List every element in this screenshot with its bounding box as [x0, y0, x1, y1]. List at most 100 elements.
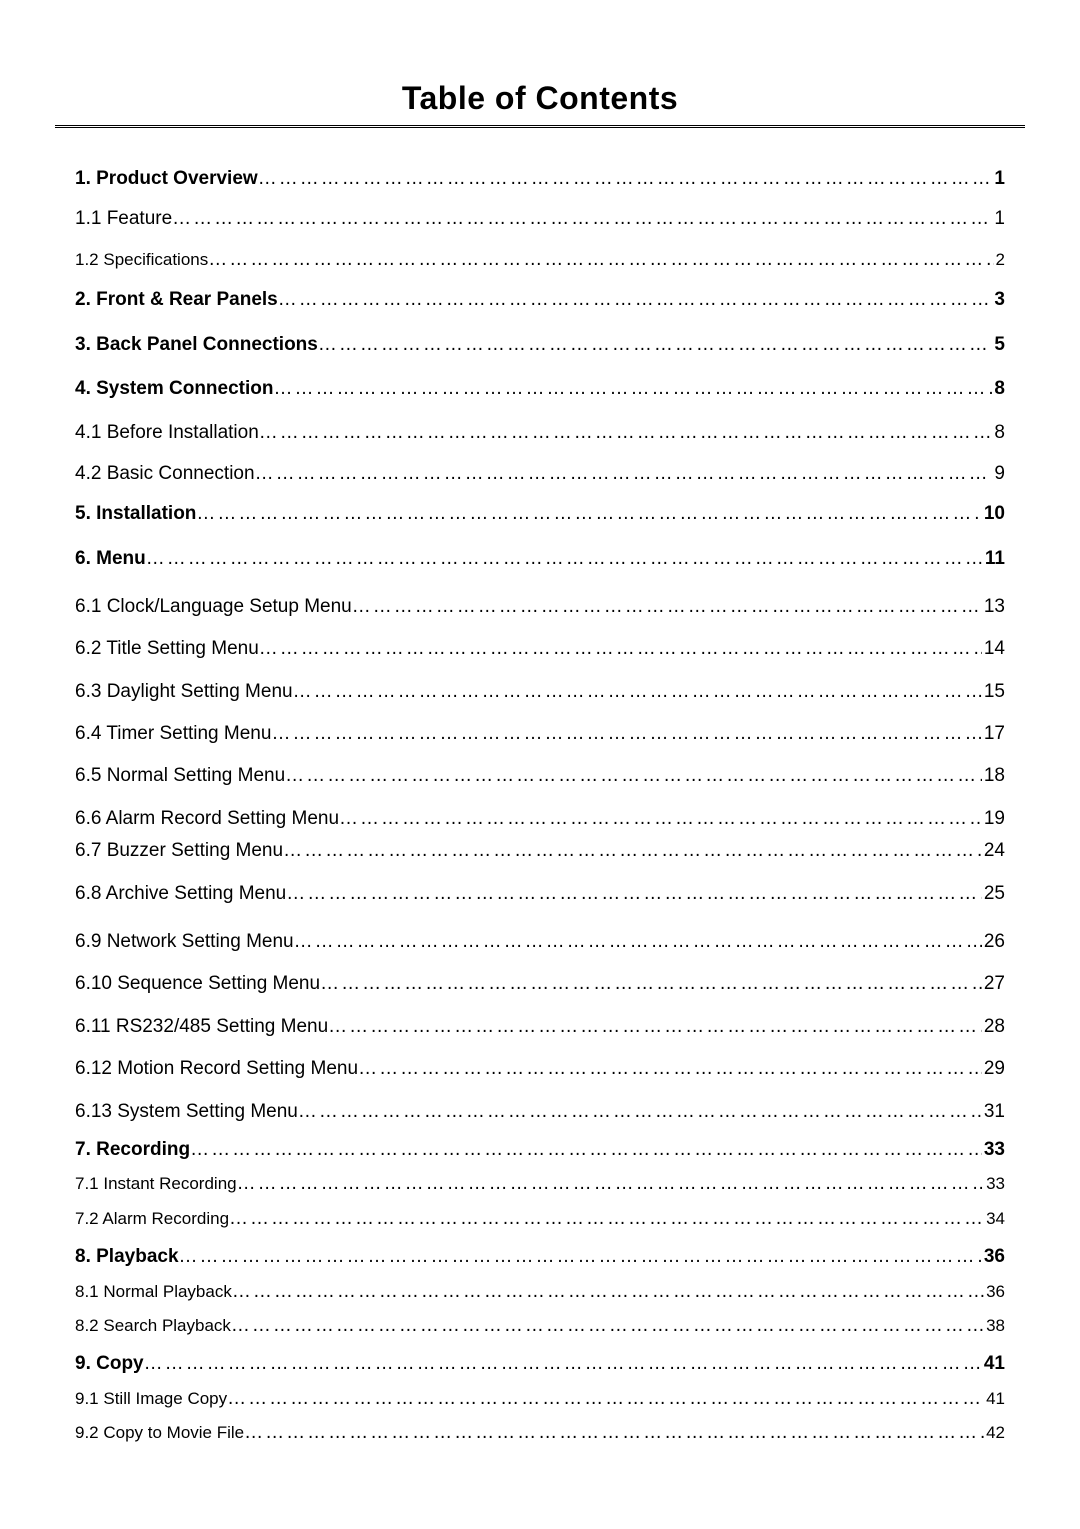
toc-leader	[231, 1311, 984, 1341]
toc-row: 6.9 Network Setting Menu 26	[75, 927, 1005, 957]
toc-label: 9.1 Still Image Copy	[75, 1385, 227, 1412]
toc-leader	[190, 1135, 982, 1165]
toc-row: 6.7 Buzzer Setting Menu24	[75, 836, 1005, 866]
toc-leader	[320, 969, 982, 999]
toc-page-number: 41	[982, 1349, 1005, 1379]
toc-leader	[328, 1012, 982, 1042]
toc-row: 1. Product Overview1	[75, 164, 1005, 194]
toc-leader	[293, 677, 982, 707]
toc-page-number: 9	[992, 459, 1005, 489]
toc-leader	[274, 374, 993, 404]
toc-label: 7. Recording	[75, 1135, 190, 1165]
toc-leader	[339, 804, 982, 834]
toc-label: 1.2 Specifications	[75, 246, 208, 273]
toc-page-number: 10	[982, 499, 1005, 529]
toc-page-number: 18	[982, 761, 1005, 791]
toc-leader	[283, 836, 982, 866]
toc-label: 6.9 Network Setting Menu	[75, 927, 294, 957]
toc-leader	[229, 1204, 984, 1234]
toc-label: 6.8 Archive Setting Menu	[75, 879, 286, 909]
toc-row: 5. Installation 10	[75, 499, 1005, 529]
toc-page-number: 25	[982, 879, 1005, 909]
toc-leader	[285, 761, 982, 791]
toc-page-number: 28	[982, 1012, 1005, 1042]
toc-label: 5. Installation	[75, 499, 196, 529]
toc-page-number: 14	[982, 634, 1005, 664]
toc-page-number: 15	[982, 677, 1005, 707]
toc-row: 6.13 System Setting Menu31	[75, 1097, 1005, 1127]
toc-page-number: 17	[982, 719, 1005, 749]
toc-page-number: 41	[984, 1385, 1005, 1412]
toc-row: 9. Copy 41	[75, 1349, 1005, 1379]
toc-row: 6.11 RS232/485 Setting Menu 28	[75, 1012, 1005, 1042]
toc-label: 1. Product Overview	[75, 164, 258, 194]
toc-row: 8.2 Search Playback38	[75, 1311, 1005, 1341]
toc-leader	[286, 879, 982, 909]
toc-row: 8. Playback36	[75, 1242, 1005, 1272]
toc-page-number: 3	[992, 285, 1005, 315]
toc-leader	[255, 459, 993, 489]
toc-label: 6.3 Daylight Setting Menu	[75, 677, 293, 707]
toc-row: 7.2 Alarm Recording34	[75, 1204, 1005, 1234]
toc-row: 6.5 Normal Setting Menu 18	[75, 761, 1005, 791]
toc-label: 6.12 Motion Record Setting Menu	[75, 1054, 358, 1084]
toc-label: 3. Back Panel Connections	[75, 330, 318, 360]
toc-row: 9.2 Copy to Movie File42	[75, 1418, 1005, 1448]
title-rule	[55, 125, 1025, 128]
toc-row: 2. Front & Rear Panels 3	[75, 285, 1005, 315]
toc-leader	[259, 634, 982, 664]
toc-row: 1.2 Specifications2	[75, 245, 1005, 275]
toc-label: 2. Front & Rear Panels	[75, 285, 278, 315]
toc-leader	[294, 927, 982, 957]
toc-leader	[232, 1277, 984, 1307]
page: Table of Contents 1. Product Overview11.…	[0, 0, 1080, 1529]
toc-row: 6.3 Daylight Setting Menu 15	[75, 677, 1005, 707]
toc-page-number: 27	[982, 969, 1005, 999]
toc-label: 4.2 Basic Connection	[75, 459, 255, 489]
toc-label: 4. System Connection	[75, 374, 274, 404]
toc-leader	[259, 418, 993, 448]
toc-page-number: 26	[982, 927, 1005, 957]
toc-page-number: 19	[982, 804, 1005, 834]
toc-label: 6.6 Alarm Record Setting Menu	[75, 804, 339, 834]
toc-label: 7.1 Instant Recording	[75, 1170, 237, 1197]
toc-leader	[208, 245, 993, 275]
toc-label: 9. Copy	[75, 1349, 144, 1379]
toc-row: 6.12 Motion Record Setting Menu 29	[75, 1054, 1005, 1084]
toc-page-number: 11	[983, 544, 1005, 574]
toc-leader	[146, 544, 983, 574]
toc-leader	[352, 592, 982, 622]
toc-label: 6.11 RS232/485 Setting Menu	[75, 1012, 328, 1042]
toc-row: 6.6 Alarm Record Setting Menu 19	[75, 804, 1005, 834]
toc-row: 6.2 Title Setting Menu14	[75, 634, 1005, 664]
toc-row: 6.8 Archive Setting Menu 25	[75, 879, 1005, 909]
toc-page-number: 8	[992, 418, 1005, 448]
toc-page-number: 13	[982, 592, 1005, 622]
toc-page-number: 36	[982, 1242, 1005, 1272]
toc-label: 4.1 Before Installation	[75, 418, 259, 448]
toc-leader	[318, 330, 993, 360]
toc-page-number: 24	[982, 836, 1005, 866]
toc-label: 8.2 Search Playback	[75, 1312, 231, 1339]
toc-leader	[358, 1054, 982, 1084]
toc-label: 6.5 Normal Setting Menu	[75, 761, 285, 791]
toc-leader	[196, 499, 981, 529]
toc-leader	[237, 1169, 984, 1199]
toc-row: 8.1 Normal Playback36	[75, 1277, 1005, 1307]
toc-leader	[258, 164, 993, 194]
toc-leader	[271, 719, 981, 749]
toc-row: 7. Recording33	[75, 1135, 1005, 1165]
toc-page-number: 29	[982, 1054, 1005, 1084]
toc-leader	[244, 1418, 984, 1448]
toc-row: 7.1 Instant Recording33	[75, 1169, 1005, 1199]
toc-row: 6.4 Timer Setting Menu 17	[75, 719, 1005, 749]
toc-page-number: 42	[984, 1419, 1005, 1446]
toc-label: 6.4 Timer Setting Menu	[75, 719, 271, 749]
toc-page-number: 5	[992, 330, 1005, 360]
toc-label: 6.10 Sequence Setting Menu	[75, 969, 320, 999]
toc-leader	[172, 204, 992, 234]
toc-page-number: 8	[992, 374, 1005, 404]
toc-leader	[179, 1242, 982, 1272]
toc-page-number: 31	[982, 1097, 1005, 1127]
toc-row: 6. Menu11	[75, 544, 1005, 574]
